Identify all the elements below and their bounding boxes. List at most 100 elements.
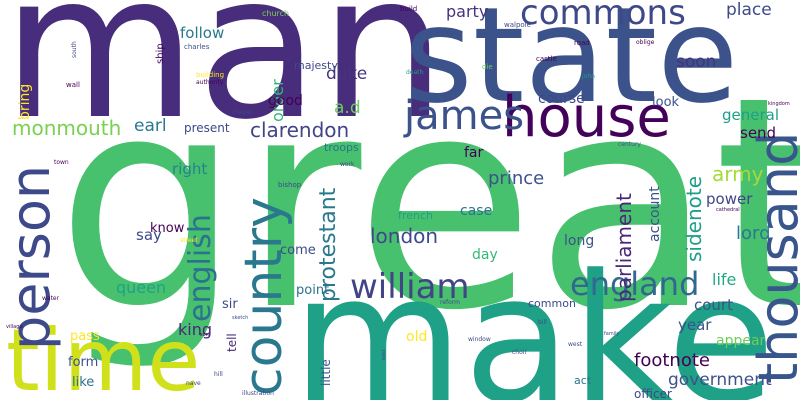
word: chapel [232, 109, 252, 116]
word: ship [155, 43, 166, 64]
word: soon [676, 52, 717, 72]
word: majesty [294, 59, 338, 72]
word: general [722, 106, 780, 124]
word: pass [70, 329, 100, 344]
word: james [404, 93, 525, 139]
word: life [712, 270, 737, 289]
word: london [370, 224, 439, 248]
word: son [200, 332, 209, 338]
word: lord [736, 223, 771, 244]
word: know [150, 221, 185, 236]
word: king [178, 320, 213, 339]
word: english [183, 214, 218, 322]
word: army [712, 162, 764, 186]
word: point [296, 283, 330, 298]
word: reform [440, 299, 461, 306]
word: right [172, 160, 208, 178]
word: church [262, 9, 290, 18]
word: die [482, 63, 493, 71]
word: parliament [612, 193, 636, 302]
word: day [472, 247, 498, 263]
word: nave [186, 380, 201, 387]
word: bill [538, 319, 547, 326]
word: century [618, 141, 641, 148]
word: earl [134, 116, 167, 136]
word: little [319, 359, 333, 386]
word: troops [324, 141, 359, 154]
word: year [678, 316, 712, 334]
word: duke [326, 64, 368, 84]
word: state [404, 0, 739, 133]
word: common [528, 297, 576, 310]
word: west [568, 341, 583, 348]
word: old [406, 329, 428, 345]
word: bishop [278, 181, 302, 189]
word: england [570, 265, 700, 303]
word: long [564, 233, 595, 249]
word: officer [634, 387, 672, 400]
word: french [398, 209, 433, 222]
word: window [468, 336, 491, 343]
word: sir [222, 297, 238, 312]
word: hill [214, 371, 223, 378]
word: present [184, 121, 230, 135]
word: sketch [232, 315, 249, 321]
word: far [464, 145, 484, 161]
word: cathedral [716, 207, 740, 213]
word: great [56, 34, 800, 374]
word: prince [488, 168, 545, 189]
word: walpole [504, 21, 531, 29]
word: good [268, 93, 303, 109]
word: queen [116, 278, 167, 297]
word: castle [536, 55, 557, 63]
word: john [582, 73, 595, 80]
word: form [68, 355, 99, 370]
word: charles [184, 43, 210, 51]
word: power [706, 190, 753, 208]
word: appear [716, 333, 766, 349]
word: send [740, 124, 777, 142]
word: course [538, 91, 585, 107]
word: look [652, 95, 680, 110]
word: party [446, 2, 489, 21]
word: oblige [636, 39, 655, 46]
word: court [694, 296, 733, 314]
word: say [136, 226, 162, 244]
word: east [381, 349, 387, 360]
word: choir [512, 349, 527, 356]
word: william [350, 267, 470, 307]
word: death [406, 69, 424, 76]
word: time [6, 311, 201, 400]
word: like [72, 375, 95, 390]
word: kingdom [768, 101, 790, 107]
word: south [71, 41, 78, 58]
word: account [647, 186, 663, 242]
word: sidenote [682, 175, 706, 262]
word: town [54, 159, 69, 166]
word: road [574, 39, 590, 47]
word: street [180, 237, 198, 244]
word: a.d [334, 98, 361, 118]
word: act [574, 374, 592, 387]
word: country [234, 197, 294, 396]
word: wall [66, 81, 80, 89]
word: build [400, 5, 418, 13]
word: clarendon [250, 118, 350, 142]
word: come [280, 243, 316, 258]
word: bring [17, 83, 33, 120]
word: follow [180, 24, 225, 42]
word: tell [225, 333, 239, 352]
word: place [726, 0, 772, 20]
word: person [0, 164, 62, 350]
word: authority [196, 79, 224, 86]
word: commons [520, 0, 686, 33]
word: footnote [634, 350, 710, 371]
word: village [6, 324, 23, 330]
word: government [668, 370, 772, 390]
word: monmouth [12, 116, 122, 140]
word: building [196, 71, 225, 79]
word: house [502, 85, 671, 150]
word: case [460, 203, 493, 219]
word: work [340, 161, 355, 168]
